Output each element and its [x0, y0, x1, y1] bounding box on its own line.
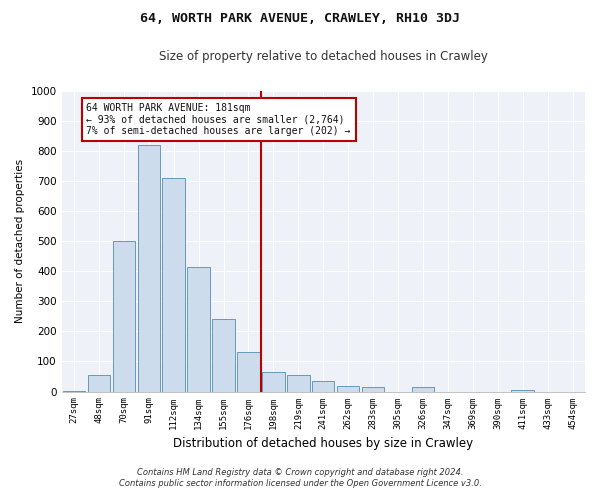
- Bar: [412, 387, 434, 392]
- Bar: [63, 390, 85, 392]
- Bar: [187, 266, 210, 392]
- Bar: [113, 241, 135, 392]
- Bar: [511, 390, 534, 392]
- Bar: [212, 320, 235, 392]
- Bar: [362, 387, 385, 392]
- Text: Contains HM Land Registry data © Crown copyright and database right 2024.
Contai: Contains HM Land Registry data © Crown c…: [119, 468, 481, 487]
- Text: 64, WORTH PARK AVENUE, CRAWLEY, RH10 3DJ: 64, WORTH PARK AVENUE, CRAWLEY, RH10 3DJ: [140, 12, 460, 26]
- Bar: [287, 375, 310, 392]
- Bar: [312, 381, 334, 392]
- X-axis label: Distribution of detached houses by size in Crawley: Distribution of detached houses by size …: [173, 437, 473, 450]
- Bar: [88, 375, 110, 392]
- Text: 64 WORTH PARK AVENUE: 181sqm
← 93% of detached houses are smaller (2,764)
7% of : 64 WORTH PARK AVENUE: 181sqm ← 93% of de…: [86, 102, 351, 136]
- Bar: [163, 178, 185, 392]
- Bar: [237, 352, 260, 392]
- Y-axis label: Number of detached properties: Number of detached properties: [15, 159, 25, 323]
- Title: Size of property relative to detached houses in Crawley: Size of property relative to detached ho…: [159, 50, 488, 63]
- Bar: [337, 386, 359, 392]
- Bar: [137, 144, 160, 392]
- Bar: [262, 372, 284, 392]
